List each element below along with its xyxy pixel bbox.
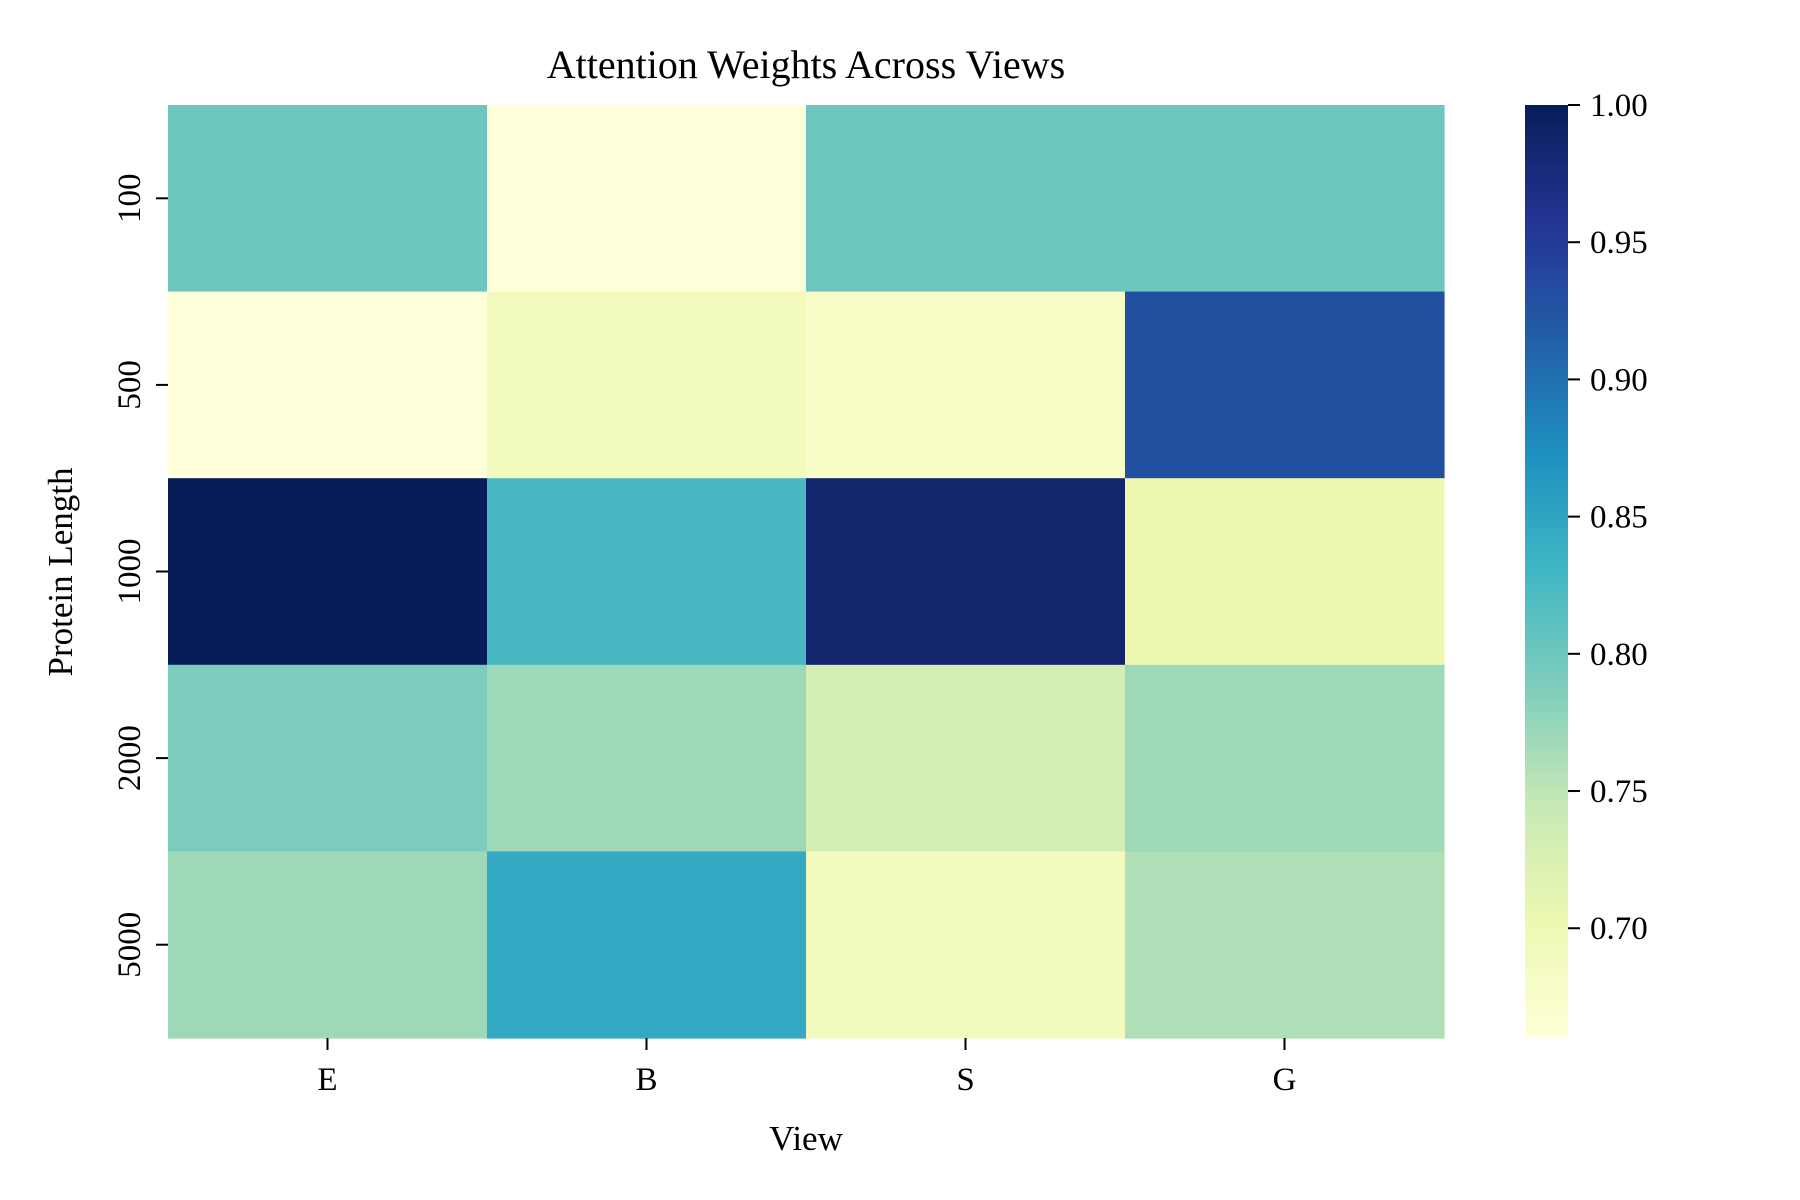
- heatmap-cell: [487, 664, 807, 852]
- colorbar-gradient: [1525, 105, 1568, 1038]
- heatmap-cell: [806, 478, 1126, 666]
- heatmap-cell: [1125, 478, 1445, 666]
- x-axis-label: View: [769, 1119, 843, 1158]
- heatmap-cell: [168, 291, 488, 479]
- y-tick-label: 5000: [112, 912, 148, 978]
- x-tick-label: B: [635, 1062, 657, 1098]
- y-axis: 100 500 1000 2000 5000: [112, 174, 168, 978]
- x-tick-label: G: [1273, 1062, 1297, 1098]
- heatmap-cell: [806, 664, 1126, 852]
- heatmap-cell: [487, 291, 807, 479]
- heatmap-cell: [168, 105, 488, 293]
- heatmap-cell: [806, 291, 1126, 479]
- colorbar: 0.70 0.75 0.80 0.85 0.90 0.95 1.00: [1525, 88, 1648, 1038]
- x-tick-label: S: [956, 1062, 974, 1098]
- heatmap-cell: [168, 851, 488, 1039]
- x-tick-label: E: [317, 1062, 337, 1098]
- colorbar-tick-label: 0.70: [1590, 911, 1648, 947]
- colorbar-tick-label: 0.80: [1590, 637, 1648, 673]
- colorbar-tick-label: 0.85: [1590, 500, 1648, 536]
- heatmap-cell: [487, 851, 807, 1039]
- heatmap-cell: [1125, 851, 1445, 1039]
- colorbar-tick-label: 0.90: [1590, 362, 1648, 398]
- heatmap-cells: [168, 105, 1445, 1039]
- heatmap-cell: [1125, 664, 1445, 852]
- colorbar-tick-label: 0.95: [1590, 225, 1648, 261]
- colorbar-tick-label: 1.00: [1590, 88, 1648, 124]
- y-tick-label: 100: [112, 174, 148, 224]
- heatmap-cell: [487, 478, 807, 666]
- heatmap-cell: [168, 478, 488, 666]
- y-tick-label: 500: [112, 360, 148, 410]
- y-tick-label: 2000: [112, 725, 148, 791]
- chart-title: Attention Weights Across Views: [547, 42, 1065, 87]
- heatmap-cell: [1125, 105, 1445, 293]
- colorbar-tick-label: 0.75: [1590, 774, 1648, 810]
- heatmap-cell: [487, 105, 807, 293]
- heatmap-cell: [168, 664, 488, 852]
- heatmap-cell: [806, 105, 1126, 293]
- y-tick-label: 1000: [112, 539, 148, 605]
- heatmap-cell: [1125, 291, 1445, 479]
- heatmap-cell: [806, 851, 1126, 1039]
- y-axis-label: Protein Length: [41, 467, 80, 676]
